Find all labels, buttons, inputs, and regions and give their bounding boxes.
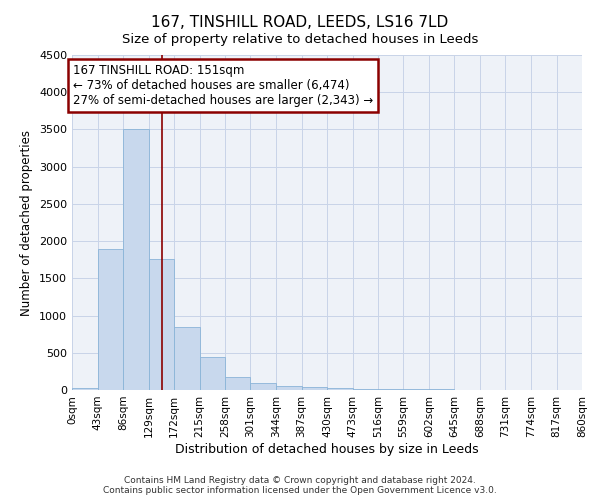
Bar bbox=[251, 384, 276, 390]
Text: 167, TINSHILL ROAD, LEEDS, LS16 7LD: 167, TINSHILL ROAD, LEEDS, LS16 7LD bbox=[151, 15, 449, 30]
Bar bbox=[353, 388, 378, 390]
Bar bbox=[174, 328, 199, 390]
Bar bbox=[302, 387, 327, 390]
Bar bbox=[327, 388, 353, 390]
Bar bbox=[199, 356, 225, 390]
Bar bbox=[378, 389, 403, 390]
Bar bbox=[225, 378, 251, 390]
Y-axis label: Number of detached properties: Number of detached properties bbox=[20, 130, 34, 316]
Text: Contains HM Land Registry data © Crown copyright and database right 2024.
Contai: Contains HM Land Registry data © Crown c… bbox=[103, 476, 497, 495]
Text: Size of property relative to detached houses in Leeds: Size of property relative to detached ho… bbox=[122, 32, 478, 46]
Bar bbox=[97, 248, 123, 390]
X-axis label: Distribution of detached houses by size in Leeds: Distribution of detached houses by size … bbox=[175, 442, 479, 456]
Bar bbox=[72, 388, 97, 390]
Bar bbox=[123, 130, 149, 390]
Bar bbox=[276, 386, 302, 390]
Text: 167 TINSHILL ROAD: 151sqm
← 73% of detached houses are smaller (6,474)
27% of se: 167 TINSHILL ROAD: 151sqm ← 73% of detac… bbox=[73, 64, 373, 107]
Bar bbox=[149, 259, 174, 390]
